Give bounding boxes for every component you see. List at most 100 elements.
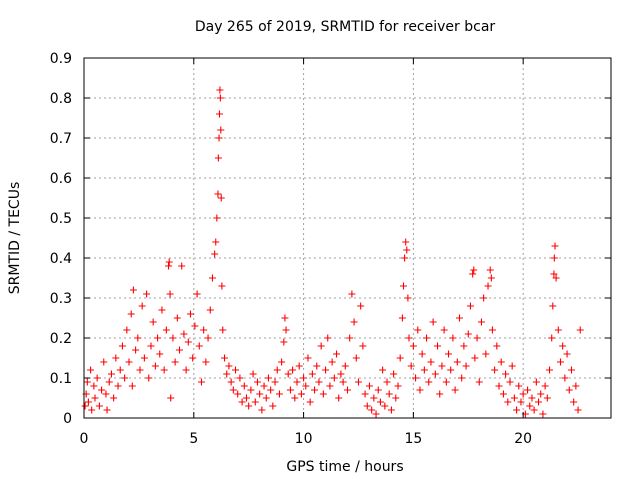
data-point (186, 310, 194, 318)
data-point (197, 378, 205, 386)
data-point (291, 394, 299, 402)
data-point (206, 306, 214, 314)
data-point (162, 326, 170, 334)
data-point (550, 270, 558, 278)
data-point (333, 350, 341, 358)
data-point (216, 94, 224, 102)
data-point (256, 390, 264, 398)
data-points (81, 86, 584, 418)
data-point (423, 334, 431, 342)
data-point (217, 194, 225, 202)
data-point (396, 354, 404, 362)
data-point (166, 290, 174, 298)
data-point (214, 154, 222, 162)
y-tick-label: 0.2 (50, 331, 72, 347)
data-point (214, 190, 222, 198)
data-point (330, 374, 338, 382)
data-point (107, 370, 115, 378)
x-tick-label: 0 (80, 431, 89, 447)
data-point (195, 342, 203, 350)
data-point (90, 382, 98, 390)
data-point (460, 342, 468, 350)
data-point (464, 330, 472, 338)
data-point (128, 382, 136, 390)
data-point (480, 294, 488, 302)
data-point (238, 398, 246, 406)
data-point (449, 334, 457, 342)
data-point (405, 334, 413, 342)
data-point (335, 394, 343, 402)
data-point (315, 378, 323, 386)
data-point (324, 334, 332, 342)
data-point (502, 370, 510, 378)
data-point (484, 282, 492, 290)
data-point (182, 366, 190, 374)
data-point (491, 366, 499, 374)
data-point (140, 354, 148, 362)
data-point (121, 374, 129, 382)
data-point (436, 390, 444, 398)
data-point (281, 314, 289, 322)
data-point (570, 398, 578, 406)
data-point (434, 342, 442, 350)
data-point (93, 374, 101, 382)
data-point (286, 386, 294, 394)
data-point (249, 370, 257, 378)
data-point (508, 362, 516, 370)
data-point (84, 398, 92, 406)
data-point (447, 366, 455, 374)
data-point (171, 358, 179, 366)
data-point (218, 282, 226, 290)
data-point (264, 374, 272, 382)
data-point (208, 274, 216, 282)
data-point (532, 378, 540, 386)
data-point (258, 406, 266, 414)
x-tick-label: 10 (295, 431, 313, 447)
data-point (565, 386, 573, 394)
data-point (337, 370, 345, 378)
data-point (524, 386, 532, 394)
data-point (412, 374, 420, 382)
data-point (273, 366, 281, 374)
data-point (376, 398, 384, 406)
data-point (204, 334, 212, 342)
data-point (112, 354, 120, 362)
data-point (212, 238, 220, 246)
data-point (236, 374, 244, 382)
data-point (381, 402, 389, 410)
data-point (102, 390, 110, 398)
data-point (225, 362, 233, 370)
x-axis-label: GPS time / hours (286, 459, 403, 475)
y-tick-label: 0.9 (50, 51, 72, 67)
data-point (271, 378, 279, 386)
data-point (493, 342, 501, 350)
data-point (420, 366, 428, 374)
data-point (344, 386, 351, 394)
data-point (425, 378, 433, 386)
y-tick-label: 0.3 (50, 291, 72, 307)
data-point (372, 410, 380, 418)
data-point (313, 362, 321, 370)
data-point (548, 334, 556, 342)
y-tick-label: 0.1 (50, 371, 72, 387)
data-point (134, 334, 142, 342)
data-point (546, 366, 554, 374)
data-point (404, 294, 412, 302)
data-point (116, 366, 124, 374)
y-tick-label: 0.6 (50, 171, 72, 187)
data-point (297, 390, 305, 398)
data-point (466, 302, 474, 310)
x-tick-label: 15 (404, 431, 422, 447)
data-point (504, 398, 512, 406)
data-point (543, 394, 551, 402)
data-point (530, 406, 538, 414)
data-point (191, 322, 199, 330)
data-point (311, 386, 319, 394)
data-point (308, 370, 316, 378)
data-point (346, 334, 354, 342)
grid-lines (84, 58, 611, 418)
y-tick-label: 0.4 (50, 251, 72, 267)
data-point (260, 382, 268, 390)
data-point (567, 366, 575, 374)
